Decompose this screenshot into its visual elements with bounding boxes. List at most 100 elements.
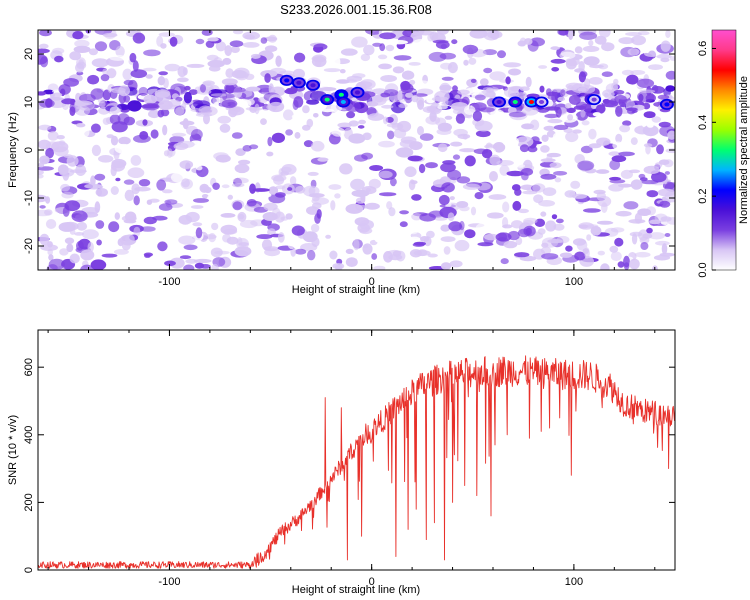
heatmap-cell: [91, 144, 101, 157]
heatmap-cell: [61, 191, 74, 199]
hotspot: [284, 78, 290, 83]
heatmap-cell: [651, 172, 667, 183]
heatmap-cell: [66, 243, 74, 253]
heatmap-cell: [123, 219, 137, 224]
heatmap-cell: [643, 143, 653, 148]
heatmap-cell: [178, 235, 196, 245]
heatmap-cell: [287, 238, 296, 250]
heatmap-cell: [231, 183, 245, 188]
heatmap-cell: [392, 66, 405, 74]
heatmap-cell: [516, 164, 525, 168]
heatmap-cell: [328, 184, 342, 190]
heatmap-cell: [190, 205, 204, 209]
heatmap-cell: [596, 137, 611, 146]
heatmap-x-tick-label: 100: [565, 276, 583, 288]
colorbar-ticks: 0.0 0.2 0.4 0.6: [697, 41, 716, 278]
heatmap-cell: [337, 122, 353, 128]
heatmap-cell: [192, 222, 203, 227]
heatmap-cell: [609, 159, 621, 171]
colorbar-tick-label: 0.2: [697, 189, 709, 204]
heatmap-cell: [486, 212, 504, 219]
heatmap-cell: [326, 120, 340, 128]
heatmap-cell: [506, 138, 519, 148]
heatmap-cell: [115, 45, 125, 58]
heatmap-cell: [232, 201, 243, 211]
heatmap-cell: [59, 248, 69, 256]
heatmap-cell: [39, 155, 50, 165]
heatmap-cell: [122, 68, 133, 81]
heatmap-cell: [454, 239, 470, 252]
heatmap-cell: [411, 94, 419, 103]
heatmap-cell: [178, 214, 193, 225]
heatmap-cell: [642, 125, 659, 137]
heatmap-cell: [48, 258, 65, 270]
heatmap-cell: [399, 221, 408, 228]
heatmap-cell: [646, 190, 659, 198]
heatmap-cell: [650, 86, 665, 94]
heatmap-cell: [360, 53, 371, 62]
heatmap-y-tick-label: -10: [23, 190, 35, 206]
snr-x-tick-label: 0: [369, 576, 375, 588]
heatmap-cell: [184, 85, 191, 91]
heatmap-cell: [409, 79, 416, 85]
heatmap-cell: [182, 118, 189, 130]
heatmap-cell: [356, 205, 369, 209]
heatmap-cell: [117, 113, 130, 125]
heatmap-cell: [597, 250, 605, 256]
heatmap-cell: [94, 41, 108, 52]
heatmap-cell: [441, 182, 455, 193]
heatmap-cell: [434, 90, 450, 103]
heatmap-cell: [96, 239, 102, 246]
heatmap-cell: [205, 40, 215, 48]
heatmap-cell: [154, 91, 172, 103]
heatmap-cell: [141, 103, 160, 111]
heatmap-cell: [383, 116, 388, 125]
heatmap-cell: [88, 48, 98, 56]
heatmap-cell: [654, 213, 668, 223]
heatmap-cell: [596, 220, 614, 225]
heatmap-cell: [211, 222, 219, 231]
heatmap-cell: [533, 194, 544, 203]
heatmap-cell: [109, 106, 121, 115]
heatmap-cell: [438, 194, 450, 206]
heatmap-cell: [142, 67, 157, 72]
heatmap-cell: [100, 131, 111, 143]
heatmap-cell: [554, 177, 562, 183]
heatmap-cell: [637, 31, 650, 36]
heatmap-cell: [351, 189, 370, 197]
heatmap-cell: [474, 192, 484, 200]
heatmap-y-tick-label: 0: [23, 147, 35, 153]
heatmap-cell: [179, 255, 192, 260]
heatmap-cell: [117, 103, 127, 110]
heatmap-cell: [224, 45, 232, 57]
heatmap-cell: [544, 106, 560, 111]
heatmap-cell: [250, 53, 261, 59]
heatmap-cell: [629, 258, 640, 270]
heatmap-cell: [186, 63, 205, 68]
heatmap-cell: [540, 173, 557, 180]
heatmap-cell: [419, 236, 430, 242]
heatmap-cell: [474, 94, 486, 101]
heatmap-cell: [665, 70, 675, 80]
heatmap-cell: [409, 141, 423, 151]
heatmap-cell: [459, 148, 476, 153]
snr-line: [38, 355, 675, 569]
heatmap-cell: [464, 229, 476, 239]
heatmap-cell: [452, 154, 461, 160]
heatmap-cell: [221, 184, 230, 189]
heatmap-cell: [268, 34, 277, 43]
heatmap-cell: [485, 91, 496, 98]
heatmap-cell: [553, 223, 565, 231]
heatmap-cell: [264, 258, 278, 265]
heatmap-cell: [210, 247, 223, 258]
heatmap-cell: [234, 246, 252, 257]
heatmap-cell: [194, 262, 205, 269]
heatmap-cell: [518, 208, 529, 214]
heatmap-cell: [233, 67, 250, 79]
heatmap-cell: [164, 199, 178, 205]
hotspot: [296, 80, 302, 85]
heatmap-cell: [387, 130, 395, 140]
heatmap-cell: [215, 41, 227, 52]
heatmap-cell: [442, 160, 456, 165]
heatmap-cell: [462, 44, 479, 55]
